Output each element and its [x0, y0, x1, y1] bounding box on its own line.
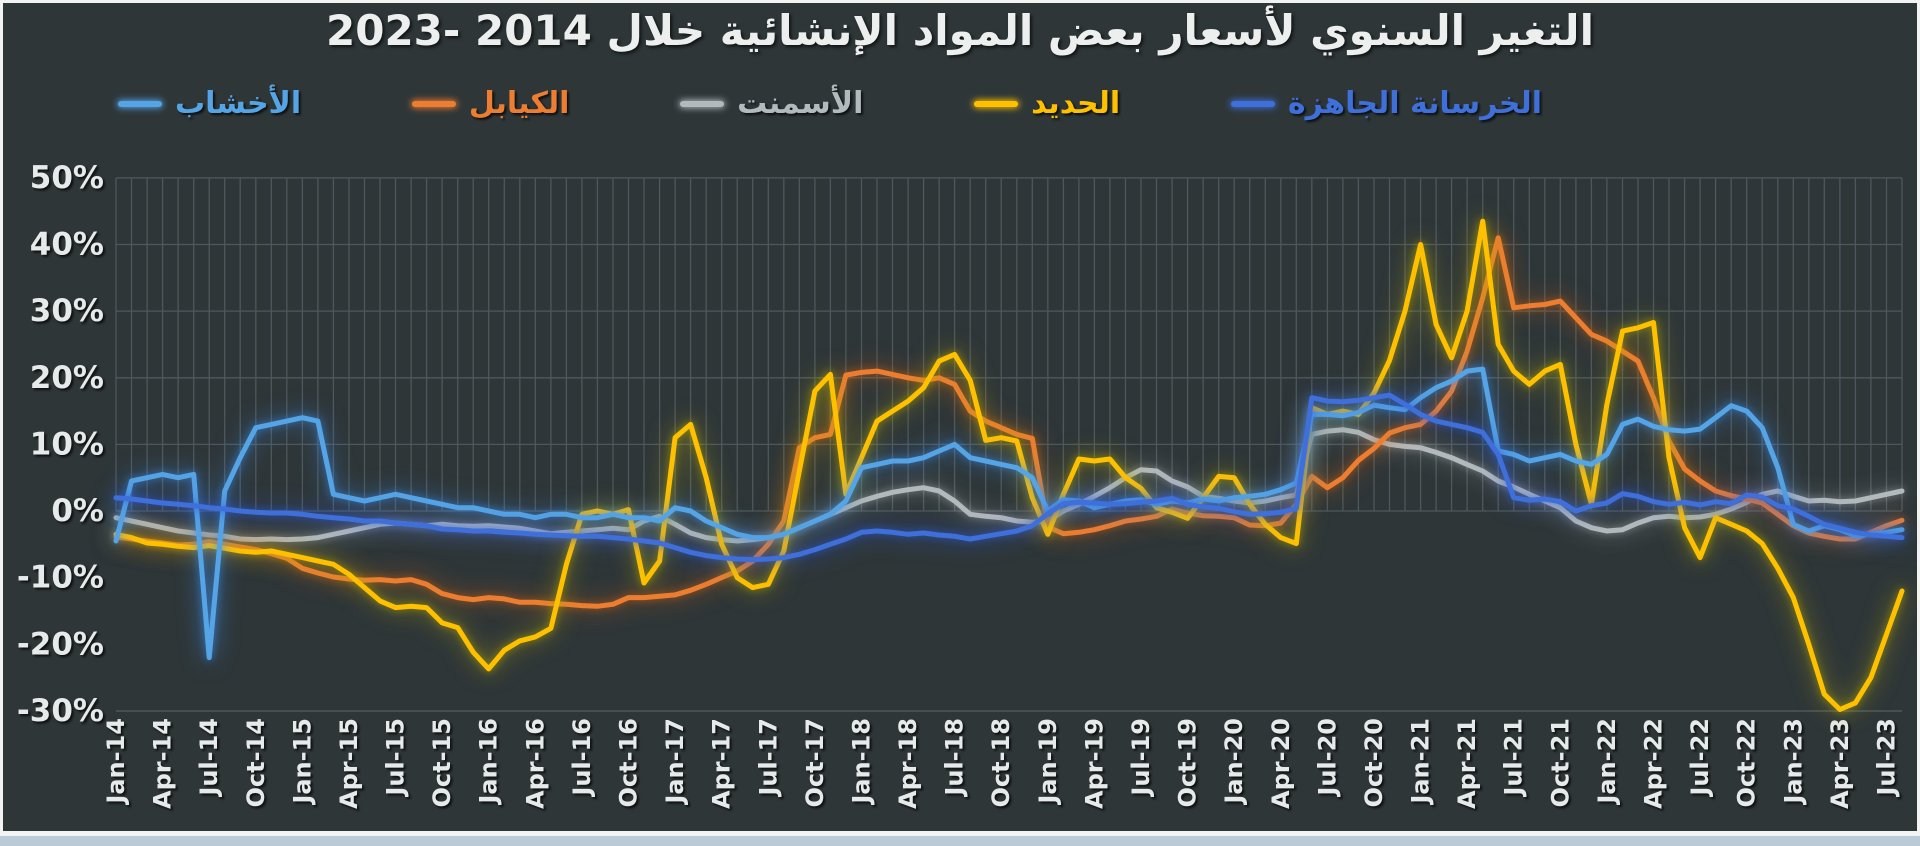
y-tick-label: 0% — [51, 493, 104, 529]
x-tick-label: Oct-22 — [1733, 718, 1761, 807]
x-tick-label: Jan-18 — [848, 718, 876, 806]
x-tick-label: Jan-15 — [288, 718, 316, 806]
x-tick-label: Jul-17 — [754, 718, 782, 798]
series-line-cables — [113, 235, 1905, 609]
legend-dash-icon — [118, 100, 162, 107]
y-tick-label: -20% — [17, 626, 104, 662]
x-tick-label: Jul-20 — [1313, 718, 1341, 798]
x-tick-label: Oct-15 — [428, 718, 456, 807]
bottom-bar — [0, 836, 1920, 846]
legend-item-cables[interactable]: الكيابل — [411, 86, 570, 121]
x-tick-label: Apr-20 — [1267, 718, 1295, 809]
plot-background — [3, 3, 1917, 833]
legend-item-steel[interactable]: الحديد — [974, 86, 1120, 121]
y-tick-label: 50% — [30, 160, 104, 196]
x-tick-label: Oct-17 — [801, 718, 829, 807]
chart-title: التغير السنوي لأسعار بعض المواد الإنشائي… — [326, 6, 1594, 55]
legend-label: الخرسانة الجاهزة — [1287, 86, 1542, 121]
x-tick-label: Jan-22 — [1593, 718, 1621, 806]
legend-label: الأسمنت — [737, 86, 864, 121]
legend-dash-icon — [1230, 100, 1275, 107]
x-tick-label: Jan-23 — [1779, 718, 1807, 806]
x-tick-label: Oct-16 — [615, 718, 643, 807]
series-line-wood — [113, 366, 1905, 661]
legend-item-ready-mix-concrete[interactable]: الخرسانة الجاهزة — [1230, 86, 1542, 121]
x-tick-label: Apr-21 — [1453, 718, 1481, 809]
x-tick-label: Apr-23 — [1826, 718, 1854, 809]
x-tick-label: Jul-18 — [941, 718, 969, 798]
x-tick-label: Apr-14 — [149, 718, 177, 809]
x-tick-label: Oct-19 — [1174, 718, 1202, 807]
gridlines — [115, 177, 1903, 712]
x-tick-label: Apr-22 — [1640, 718, 1668, 809]
series-line-ready-mix-concrete — [113, 392, 1905, 563]
x-tick-label: Jul-15 — [382, 718, 410, 798]
series-line-steel — [113, 218, 1905, 712]
x-tick-label: Jul-21 — [1500, 718, 1528, 798]
x-tick-label: Apr-19 — [1080, 718, 1108, 809]
x-tick-label: Jul-16 — [568, 718, 596, 798]
x-tick-label: Apr-18 — [894, 718, 922, 809]
legend-dash-icon — [974, 100, 1019, 107]
x-axis-labels: Jan-14 Apr-14 Jul-14 Oct-14 Jan-15 Apr-15 Jul-… — [102, 718, 1901, 809]
legend-label: الكيابل — [468, 86, 570, 121]
x-tick-label: Oct-18 — [987, 718, 1015, 807]
x-tick-label: Oct-21 — [1546, 718, 1574, 807]
y-tick-label: -10% — [17, 560, 104, 596]
y-tick-label: 40% — [30, 227, 104, 263]
x-tick-label: Jan-16 — [475, 718, 503, 806]
x-tick-label: Apr-17 — [708, 718, 736, 809]
x-tick-label: Jan-17 — [661, 718, 689, 806]
x-tick-label: Jul-19 — [1127, 718, 1155, 798]
x-tick-label: Jan-14 — [102, 718, 130, 806]
x-tick-label: Jul-14 — [195, 718, 223, 798]
series-line-cement — [113, 427, 1905, 544]
legend-label: الأخشاب — [175, 86, 302, 121]
y-axis-labels: 50% 40% 30% 20% 10% 0% -10% -20% -30% — [17, 160, 104, 729]
y-tick-label: -30% — [17, 693, 104, 729]
legend-dash-icon — [411, 100, 456, 107]
y-tick-label: 30% — [30, 293, 104, 329]
x-tick-label: Jan-21 — [1407, 718, 1435, 806]
x-tick-label: Jan-20 — [1220, 718, 1248, 806]
x-tick-label: Oct-20 — [1360, 718, 1388, 807]
legend-item-wood[interactable]: الأخشاب — [118, 86, 301, 121]
y-tick-label: 20% — [30, 360, 104, 396]
legend-dash-icon — [680, 100, 725, 107]
x-tick-label: Apr-15 — [335, 718, 363, 809]
y-tick-label: 10% — [30, 426, 104, 462]
legend-item-cement[interactable]: الأسمنت — [680, 86, 863, 121]
bottom-divider — [0, 831, 1920, 836]
chart-legend: الأخشاب الكيابل الأسمنت الحديد الخرسانة الجا… — [118, 86, 1542, 121]
x-tick-label: Oct-14 — [242, 718, 270, 807]
x-tick-label: Apr-16 — [521, 718, 549, 809]
x-tick-label: Jul-22 — [1686, 718, 1714, 798]
legend-label: الحديد — [1031, 86, 1121, 121]
x-tick-label: Jul-23 — [1873, 718, 1901, 798]
x-tick-label: Jan-19 — [1034, 718, 1062, 806]
